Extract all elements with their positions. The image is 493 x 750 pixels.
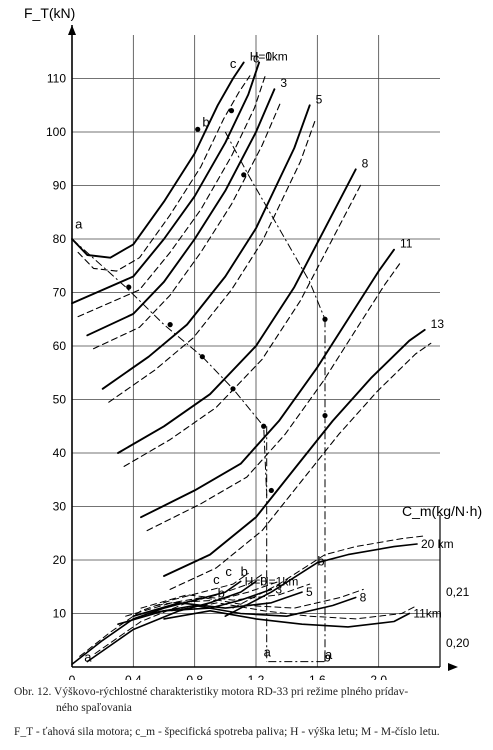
thrust-curve-dashed <box>92 102 282 350</box>
operating-point <box>126 284 132 290</box>
point-letter: c <box>225 564 232 579</box>
cm-series-label: 11km <box>413 607 441 621</box>
figure-caption-line2: ného spaľovania <box>56 702 132 714</box>
point-letter: b <box>317 553 324 568</box>
thrust-curve <box>71 61 245 259</box>
y-axis-label: F_T(kN) <box>24 5 75 21</box>
operating-point <box>195 126 201 132</box>
cm-curve-dashed <box>94 572 265 655</box>
y-tick-label: 50 <box>53 393 67 407</box>
y-tick-label: 30 <box>53 500 67 514</box>
dash-dot-line <box>71 238 268 496</box>
operating-point <box>228 108 235 114</box>
cm-series-label: 3 <box>275 582 282 596</box>
x-tick-label: 0 <box>69 673 76 680</box>
cm-curve <box>224 543 418 617</box>
cm-curve-dashed <box>79 572 249 657</box>
series-label: 3 <box>280 76 287 90</box>
fuel-consumption-series-group <box>71 535 426 666</box>
series-label: 11 <box>400 237 413 251</box>
cm-curve-dashed <box>155 588 364 609</box>
operating-point <box>230 386 236 392</box>
thrust-curve-dashed <box>123 182 363 467</box>
cm-curve-dashed <box>232 535 426 609</box>
operating-point <box>167 322 173 328</box>
thrust-curve-dashed <box>169 342 432 590</box>
point-letter: a <box>264 644 272 659</box>
thrust-curve <box>140 248 395 519</box>
thrust-curve <box>117 168 357 454</box>
thrust-curve-dashed <box>77 75 266 318</box>
x-tick-label: 0,4 <box>125 673 142 680</box>
series-label: 5 <box>316 92 323 106</box>
point-letter: a <box>325 647 333 662</box>
thrust-chart: 0 0,4 0,8 1,2 1,6 2,0102030405060708090100110… <box>24 5 482 680</box>
x-tick-label: 1,6 <box>309 673 326 680</box>
point-letter: c <box>213 572 220 587</box>
y2-axis-label: C_m(kg/N·h) <box>402 503 482 519</box>
series-label: 8 <box>362 156 369 170</box>
series-label: 1km <box>265 49 288 63</box>
operating-point <box>199 354 205 360</box>
cm-series-label: 5 <box>306 585 313 599</box>
cm-curve <box>163 610 411 628</box>
operating-point <box>241 172 247 178</box>
thrust-curve-dashed <box>146 262 401 532</box>
series-label: H=0 <box>250 49 273 63</box>
y-tick-label: 100 <box>46 125 66 139</box>
thrust-curve <box>163 328 426 577</box>
figure-caption-line3: F_T - ťahová sila motora; c_m - špecific… <box>14 726 440 738</box>
cm-curve <box>86 580 257 663</box>
x-axis-arrow <box>448 663 458 671</box>
y-tick-label: 60 <box>53 339 67 353</box>
point-letter: b <box>218 585 225 600</box>
cm-series-label: H=1km <box>260 574 298 588</box>
operating-point <box>322 412 328 419</box>
series-label: 13 <box>431 317 445 331</box>
thrust-curve-dashed <box>77 75 251 272</box>
point-letter: a <box>84 650 92 665</box>
point-letter: b <box>323 650 330 665</box>
figure-caption-line1: Obr. 12. Výškovo-rýchlostné charakterist… <box>14 686 409 698</box>
point-letter: c <box>253 50 260 65</box>
thrust-curve <box>71 61 261 305</box>
dash-dot-line <box>224 131 326 320</box>
y2-tick-label: 0,21 <box>446 585 470 599</box>
point-letter: c <box>230 56 237 71</box>
operating-point <box>261 423 267 429</box>
cm-curve-dashed <box>140 583 311 609</box>
cm-curve-dashed <box>171 602 418 620</box>
cm-curve <box>147 596 357 617</box>
cm-series-label: 8 <box>360 590 367 604</box>
x-axis-label: M <box>418 677 430 680</box>
y-tick-label: 10 <box>53 607 67 621</box>
point-letter: a <box>75 216 83 231</box>
operating-point <box>322 316 328 322</box>
cm-series-label: H=0 <box>245 574 268 588</box>
y-tick-label: 80 <box>53 232 67 246</box>
y-tick-label: 70 <box>53 286 67 300</box>
chart-grid <box>71 35 440 667</box>
thrust-curve <box>101 104 311 390</box>
thrust-curve <box>86 88 276 337</box>
thrust-curve-dashed <box>108 118 317 403</box>
y-tick-label: 90 <box>53 179 67 193</box>
y2-tick-label: 0,20 <box>446 636 470 650</box>
x-tick-label: 2,0 <box>370 673 387 680</box>
point-letter: b <box>241 564 248 579</box>
y-tick-label: 110 <box>47 72 66 86</box>
dash-dot-guide-lines <box>71 108 328 663</box>
y-axis-arrow <box>68 25 76 35</box>
thrust-series-group <box>71 61 432 590</box>
cm-curve <box>132 591 303 617</box>
operating-point <box>268 487 274 494</box>
y-tick-label: 40 <box>53 446 67 460</box>
cm-series-label: 20 km <box>421 537 454 551</box>
point-letter: b <box>202 115 209 130</box>
y-tick-label: 20 <box>53 553 67 567</box>
chart-axes: 0 0,4 0,8 1,2 1,6 2,0102030405060708090100110… <box>46 25 470 680</box>
x-tick-label: 0,8 <box>186 673 203 680</box>
x-tick-label: 1,2 <box>248 673 265 680</box>
